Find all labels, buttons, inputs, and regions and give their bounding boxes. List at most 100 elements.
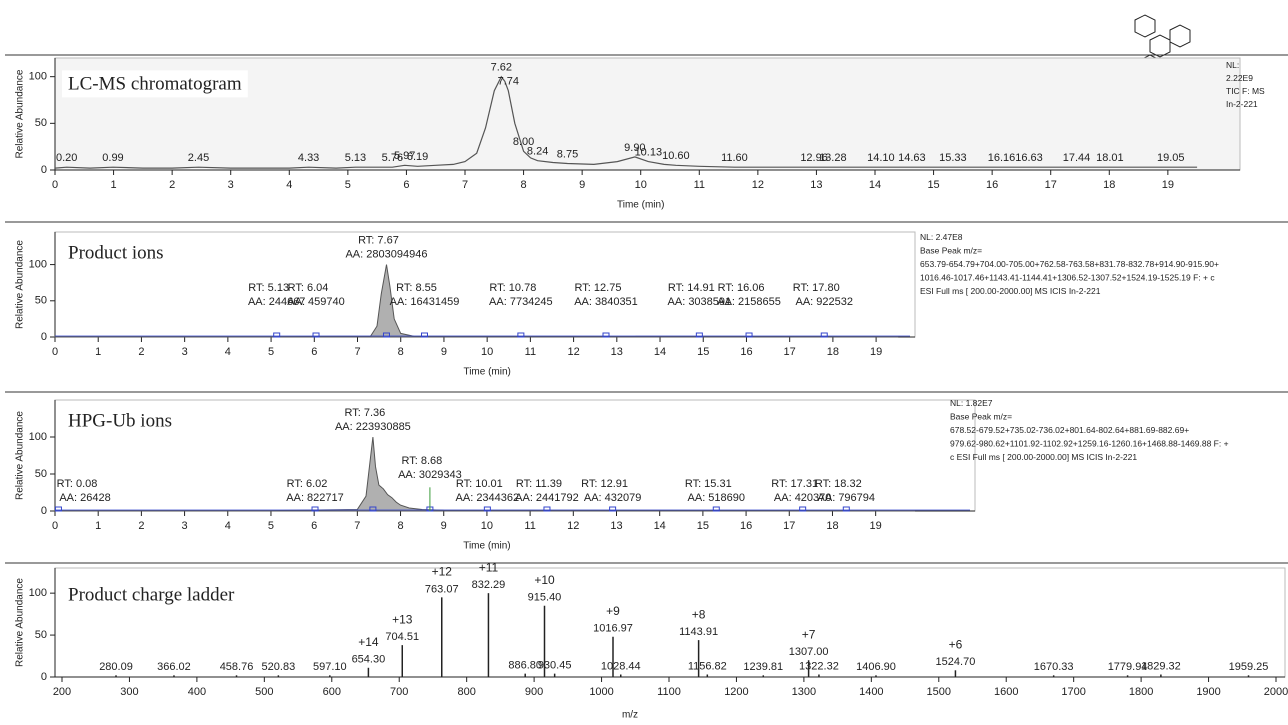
info-line: Base Peak m/z= <box>920 246 982 256</box>
x-tick-label: 16 <box>740 520 752 532</box>
y-tick-label: 0 <box>41 505 47 517</box>
peak-label: 13.28 <box>819 152 847 164</box>
x-tick-label: 11 <box>694 179 705 191</box>
x-tick-label: 2 <box>138 520 144 532</box>
peak-label: 18.01 <box>1096 152 1124 164</box>
peak-aa-label: AA: 2441792 <box>515 492 579 504</box>
y-axis-label: Relative Abundance <box>15 578 26 667</box>
peak-mz-label: 1028.44 <box>601 660 641 672</box>
x-tick-label: 8 <box>398 346 404 358</box>
x-tick-label: 3 <box>182 346 188 358</box>
x-tick-label: 6 <box>311 520 317 532</box>
peak-rt-label: RT: 18.32 <box>815 478 862 490</box>
info-line: NL: 1.82E7 <box>950 398 993 408</box>
peak-rt-label: RT: 5.13 <box>248 282 289 294</box>
x-axis-label: Time (min) <box>463 541 510 552</box>
x-tick-label: 1300 <box>792 686 816 698</box>
peak-mz-label: 520.83 <box>262 661 296 673</box>
peak-mz-label: 597.10 <box>313 661 347 673</box>
x-tick-label: 1400 <box>859 686 883 698</box>
x-tick-label: 11 <box>525 346 536 358</box>
panel-title: Product charge ladder <box>68 584 235 605</box>
panel-title: LC-MS chromatogram <box>68 73 242 94</box>
peak-rt-label: RT: 8.68 <box>402 455 443 467</box>
peak-aa-label: AA: 2158655 <box>717 296 781 308</box>
x-tick-label: 1700 <box>1061 686 1085 698</box>
x-tick-label: 900 <box>525 686 543 698</box>
x-tick-label: 1 <box>111 179 117 191</box>
peak-label: 5.13 <box>345 152 366 164</box>
x-tick-label: 400 <box>188 686 206 698</box>
peak-mz-label: 458.76 <box>220 661 254 673</box>
x-tick-label: 19 <box>870 346 882 358</box>
peak-label: 8.75 <box>557 148 578 160</box>
peak-aa-label: AA: 518690 <box>688 492 746 504</box>
x-tick-label: 12 <box>752 179 764 191</box>
peak-rt-label: RT: 10.01 <box>456 478 503 490</box>
peak-mz-label: 1239.81 <box>743 661 783 673</box>
y-tick-label: 100 <box>29 587 47 599</box>
x-tick-label: 300 <box>120 686 138 698</box>
peak-mz-label: 1406.90 <box>856 661 896 673</box>
peak-label: 14.63 <box>898 152 926 164</box>
info-line: TIC F: MS <box>1226 86 1265 96</box>
x-tick-label: 0 <box>52 520 58 532</box>
x-tick-label: 4 <box>225 520 231 532</box>
x-tick-label: 4 <box>225 346 231 358</box>
x-tick-label: 15 <box>927 179 939 191</box>
x-tick-label: 10 <box>635 179 647 191</box>
x-tick-label: 12 <box>567 520 579 532</box>
charge-label: +11 <box>479 560 499 574</box>
x-tick-label: 500 <box>255 686 273 698</box>
x-tick-label: 1 <box>95 346 101 358</box>
peak-rt-label: RT: 11.39 <box>516 478 562 490</box>
x-tick-label: 1600 <box>994 686 1018 698</box>
x-tick-label: 15 <box>697 346 709 358</box>
x-tick-label: 17 <box>784 346 796 358</box>
peak-aa-label: AA: 2803094946 <box>345 248 427 260</box>
x-tick-label: 5 <box>268 520 274 532</box>
peak-mz-label: 1307.00 <box>789 646 829 658</box>
info-line: 1016.46-1017.46+1143.41-1144.41+1306.52-… <box>920 273 1215 283</box>
info-line: 2.22E9 <box>1226 73 1253 83</box>
peak-rt-label: RT: 17.31 <box>771 478 818 490</box>
peak-label: 16.63 <box>1015 152 1043 164</box>
peak-aa-label: AA: 2344362 <box>456 492 520 504</box>
peak-rt-label: RT: 12.75 <box>575 282 622 294</box>
peak-mz-label: 654.30 <box>352 654 386 666</box>
peak-mz-label: 1670.33 <box>1034 661 1074 673</box>
peak-aa-label: AA: 796794 <box>818 492 876 504</box>
peak-aa-label: AA: 459740 <box>287 296 345 308</box>
info-line: NL: <box>1226 60 1239 70</box>
y-tick-label: 50 <box>35 629 47 641</box>
peak-aa-label: AA: 3840351 <box>574 296 638 308</box>
info-line: Base Peak m/z= <box>950 412 1012 422</box>
peak-mz-label: 1016.97 <box>593 623 633 635</box>
y-axis-label: Relative Abundance <box>15 240 26 329</box>
info-line: ESI Full ms [ 200.00-2000.00] MS ICIS In… <box>920 286 1101 296</box>
y-tick-label: 0 <box>41 331 47 343</box>
y-tick-label: 50 <box>35 468 47 480</box>
peak-aa-label: AA: 7734245 <box>489 296 553 308</box>
peak-rt-label: RT: 6.04 <box>288 282 329 294</box>
x-tick-label: 8 <box>397 520 403 532</box>
x-tick-label: 10 <box>481 346 493 358</box>
x-tick-label: 17 <box>1045 179 1057 191</box>
peak-label: 7.62 <box>491 62 512 74</box>
info-line: 979.62-980.62+1101.92-1102.92+1259.16-12… <box>950 439 1229 449</box>
peak-rt-label: RT: 0.08 <box>57 478 98 490</box>
x-tick-label: 6 <box>311 346 317 358</box>
charge-label: +14 <box>358 635 379 649</box>
info-line: c ESI Full ms [ 200.00-2000.00] MS ICIS … <box>950 452 1137 462</box>
x-tick-label: 14 <box>654 520 666 532</box>
peak-label: 19.05 <box>1157 152 1185 164</box>
peak-label: 7.74 <box>498 76 519 88</box>
peak-rt-label: RT: 15.31 <box>685 478 732 490</box>
x-tick-label: 14 <box>869 179 881 191</box>
x-tick-label: 1200 <box>724 686 748 698</box>
x-tick-label: 5 <box>345 179 351 191</box>
peak-aa-label: AA: 822717 <box>286 492 344 504</box>
peak-aa-label: AA: 3029343 <box>398 469 462 481</box>
x-tick-label: 18 <box>826 520 838 532</box>
x-tick-label: 0 <box>52 179 58 191</box>
